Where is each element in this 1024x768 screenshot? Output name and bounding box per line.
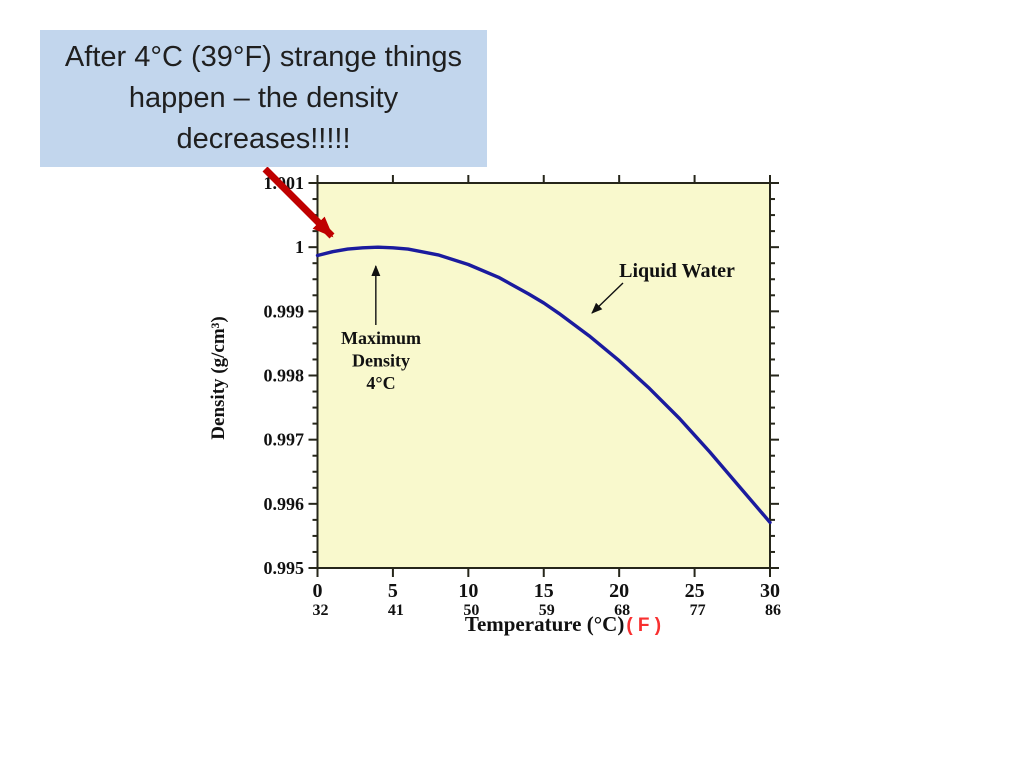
max-density-label: 4°C: [366, 373, 395, 393]
x-tick-label-celsius: 30: [760, 580, 780, 602]
x-tick-label-fahrenheit: 41: [388, 602, 404, 619]
callout-line-1: After 4°C (39°F) strange things: [64, 41, 463, 73]
callout-box: After 4°C (39°F) strange things happen –…: [40, 30, 487, 167]
liquid-water-arrow: [591, 282, 624, 314]
y-tick-label: 0.998: [264, 366, 305, 386]
callout-red-arrow: [262, 166, 335, 239]
x-tick-label-fahrenheit: 68: [614, 602, 630, 619]
x-tick-label-celsius: 20: [609, 580, 629, 602]
y-tick-label: 0.996: [264, 494, 305, 514]
x-tick-label-fahrenheit: 59: [539, 602, 555, 619]
x-axis-title: Temperature (°C)( F ): [465, 612, 661, 636]
liquid-water-label: Liquid Water: [619, 260, 735, 282]
x-tick-label-fahrenheit: 86: [765, 602, 781, 619]
x-axis-title-fahrenheit: ( F ): [626, 615, 661, 636]
y-axis-title: Density (g/cm³): [208, 316, 229, 439]
x-tick-label-celsius: 5: [388, 580, 398, 602]
x-tick-label-celsius: 15: [534, 580, 554, 602]
y-tick-label: 0.999: [264, 301, 305, 321]
y-tick-label: 0.997: [264, 430, 305, 450]
x-tick-label-celsius: 10: [458, 580, 478, 602]
x-tick-label-celsius: 0: [313, 580, 323, 602]
density-curve: [315, 245, 772, 525]
x-tick-label-fahrenheit: 32: [313, 602, 329, 619]
x-axis-title-celsius: Temperature (°C): [465, 612, 624, 636]
max-density-label: Density: [352, 351, 410, 371]
x-tick-label-fahrenheit: 50: [463, 602, 479, 619]
x-tick-label-celsius: 25: [685, 580, 705, 602]
y-tick-label: 0.995: [264, 558, 305, 578]
y-tick-label: 1: [295, 237, 304, 257]
callout-line-2: happen – the density: [128, 82, 399, 114]
x-tick-label-fahrenheit: 77: [690, 602, 706, 619]
callout-line-3: decreases!!!!!: [176, 123, 351, 155]
max-density-label: Maximum: [341, 328, 421, 348]
